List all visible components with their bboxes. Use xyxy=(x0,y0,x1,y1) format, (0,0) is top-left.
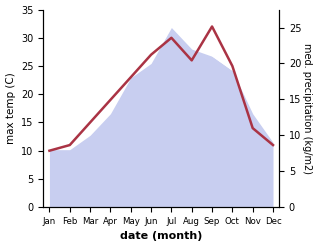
Y-axis label: max temp (C): max temp (C) xyxy=(5,72,16,144)
Y-axis label: med. precipitation (kg/m2): med. precipitation (kg/m2) xyxy=(302,43,313,174)
X-axis label: date (month): date (month) xyxy=(120,231,203,242)
